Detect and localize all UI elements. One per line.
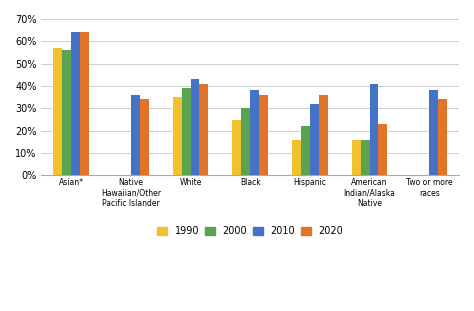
Bar <box>131 95 140 175</box>
Bar <box>370 84 378 175</box>
Bar <box>71 32 80 175</box>
Bar <box>259 95 268 175</box>
Bar <box>173 97 182 175</box>
Bar <box>200 84 209 175</box>
Bar <box>352 140 361 175</box>
Bar <box>438 100 447 175</box>
Bar <box>140 100 149 175</box>
Bar <box>62 50 71 175</box>
Bar <box>319 95 328 175</box>
Bar <box>310 104 319 175</box>
Bar <box>232 119 241 175</box>
Bar <box>378 124 387 175</box>
Bar <box>361 140 370 175</box>
Bar <box>429 91 438 175</box>
Bar <box>250 91 259 175</box>
Bar <box>191 79 200 175</box>
Bar <box>241 108 250 175</box>
Bar <box>292 140 301 175</box>
Bar <box>301 126 310 175</box>
Bar <box>80 32 89 175</box>
Bar <box>182 88 191 175</box>
Bar <box>53 48 62 175</box>
Legend: 1990, 2000, 2010, 2020: 1990, 2000, 2010, 2020 <box>157 226 343 236</box>
